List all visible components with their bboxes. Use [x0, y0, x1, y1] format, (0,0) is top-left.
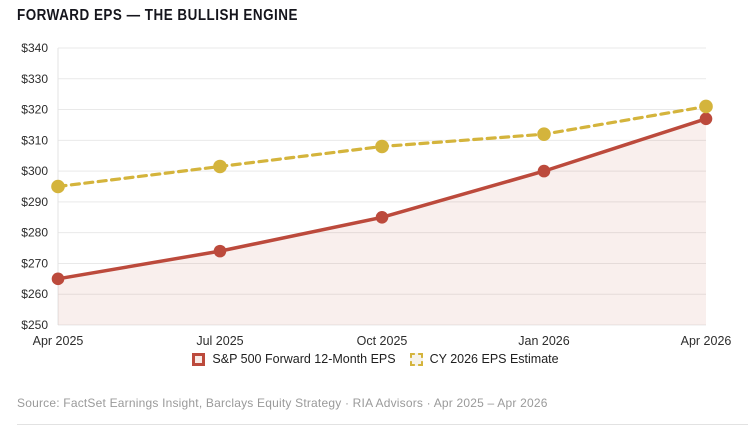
x-tick-label: Jul 2025	[196, 334, 243, 348]
data-point-marker	[51, 272, 65, 286]
y-tick-label: $270	[21, 256, 48, 270]
legend-label-forward-eps: S&P 500 Forward 12-Month EPS	[212, 352, 396, 366]
data-point-marker	[213, 244, 227, 258]
y-tick-label: $340	[21, 41, 48, 55]
legend-item-cy2026-estimate: CY 2026 EPS Estimate	[409, 352, 559, 366]
legend-item-forward-eps: S&P 500 Forward 12-Month EPS	[192, 352, 396, 366]
data-point-marker	[51, 179, 65, 194]
y-tick-label: $290	[21, 195, 48, 209]
footer-divider	[17, 424, 748, 425]
y-tick-label: $330	[21, 72, 48, 86]
eps-chart: $250 $260 $270 $280 $290 $300 $310 $320 $330 $340…	[21, 41, 732, 348]
y-tick-label: $310	[21, 133, 48, 147]
data-point-marker	[537, 164, 551, 178]
y-tick-label: $280	[21, 226, 48, 240]
data-point-marker	[375, 139, 389, 154]
data-point-marker	[375, 210, 389, 224]
data-point-marker	[699, 99, 713, 114]
y-tick-label: $250	[21, 318, 48, 332]
x-tick-label: Jan 2026	[518, 334, 569, 348]
y-tick-label: $320	[21, 103, 48, 117]
chart-legend: S&P 500 Forward 12-Month EPS CY 2026 EPS…	[0, 352, 751, 366]
legend-marker-dashed-icon	[409, 352, 423, 366]
data-point-marker	[699, 112, 713, 126]
y-tick-label: $260	[21, 287, 48, 301]
chart-title: FORWARD EPS — THE BULLISH ENGINE	[17, 7, 298, 24]
x-tick-label: Oct 2025	[357, 334, 408, 348]
x-tick-label: Apr 2026	[681, 334, 732, 348]
y-tick-label: $300	[21, 164, 48, 178]
source-note: Source: FactSet Earnings Insight, Barcla…	[17, 396, 548, 410]
data-point-marker	[537, 127, 551, 141]
legend-label-cy2026-estimate: CY 2026 EPS Estimate	[429, 352, 559, 366]
legend-marker-solid-icon	[192, 352, 206, 366]
data-point-marker	[213, 159, 227, 174]
x-tick-label: Apr 2025	[33, 334, 84, 348]
